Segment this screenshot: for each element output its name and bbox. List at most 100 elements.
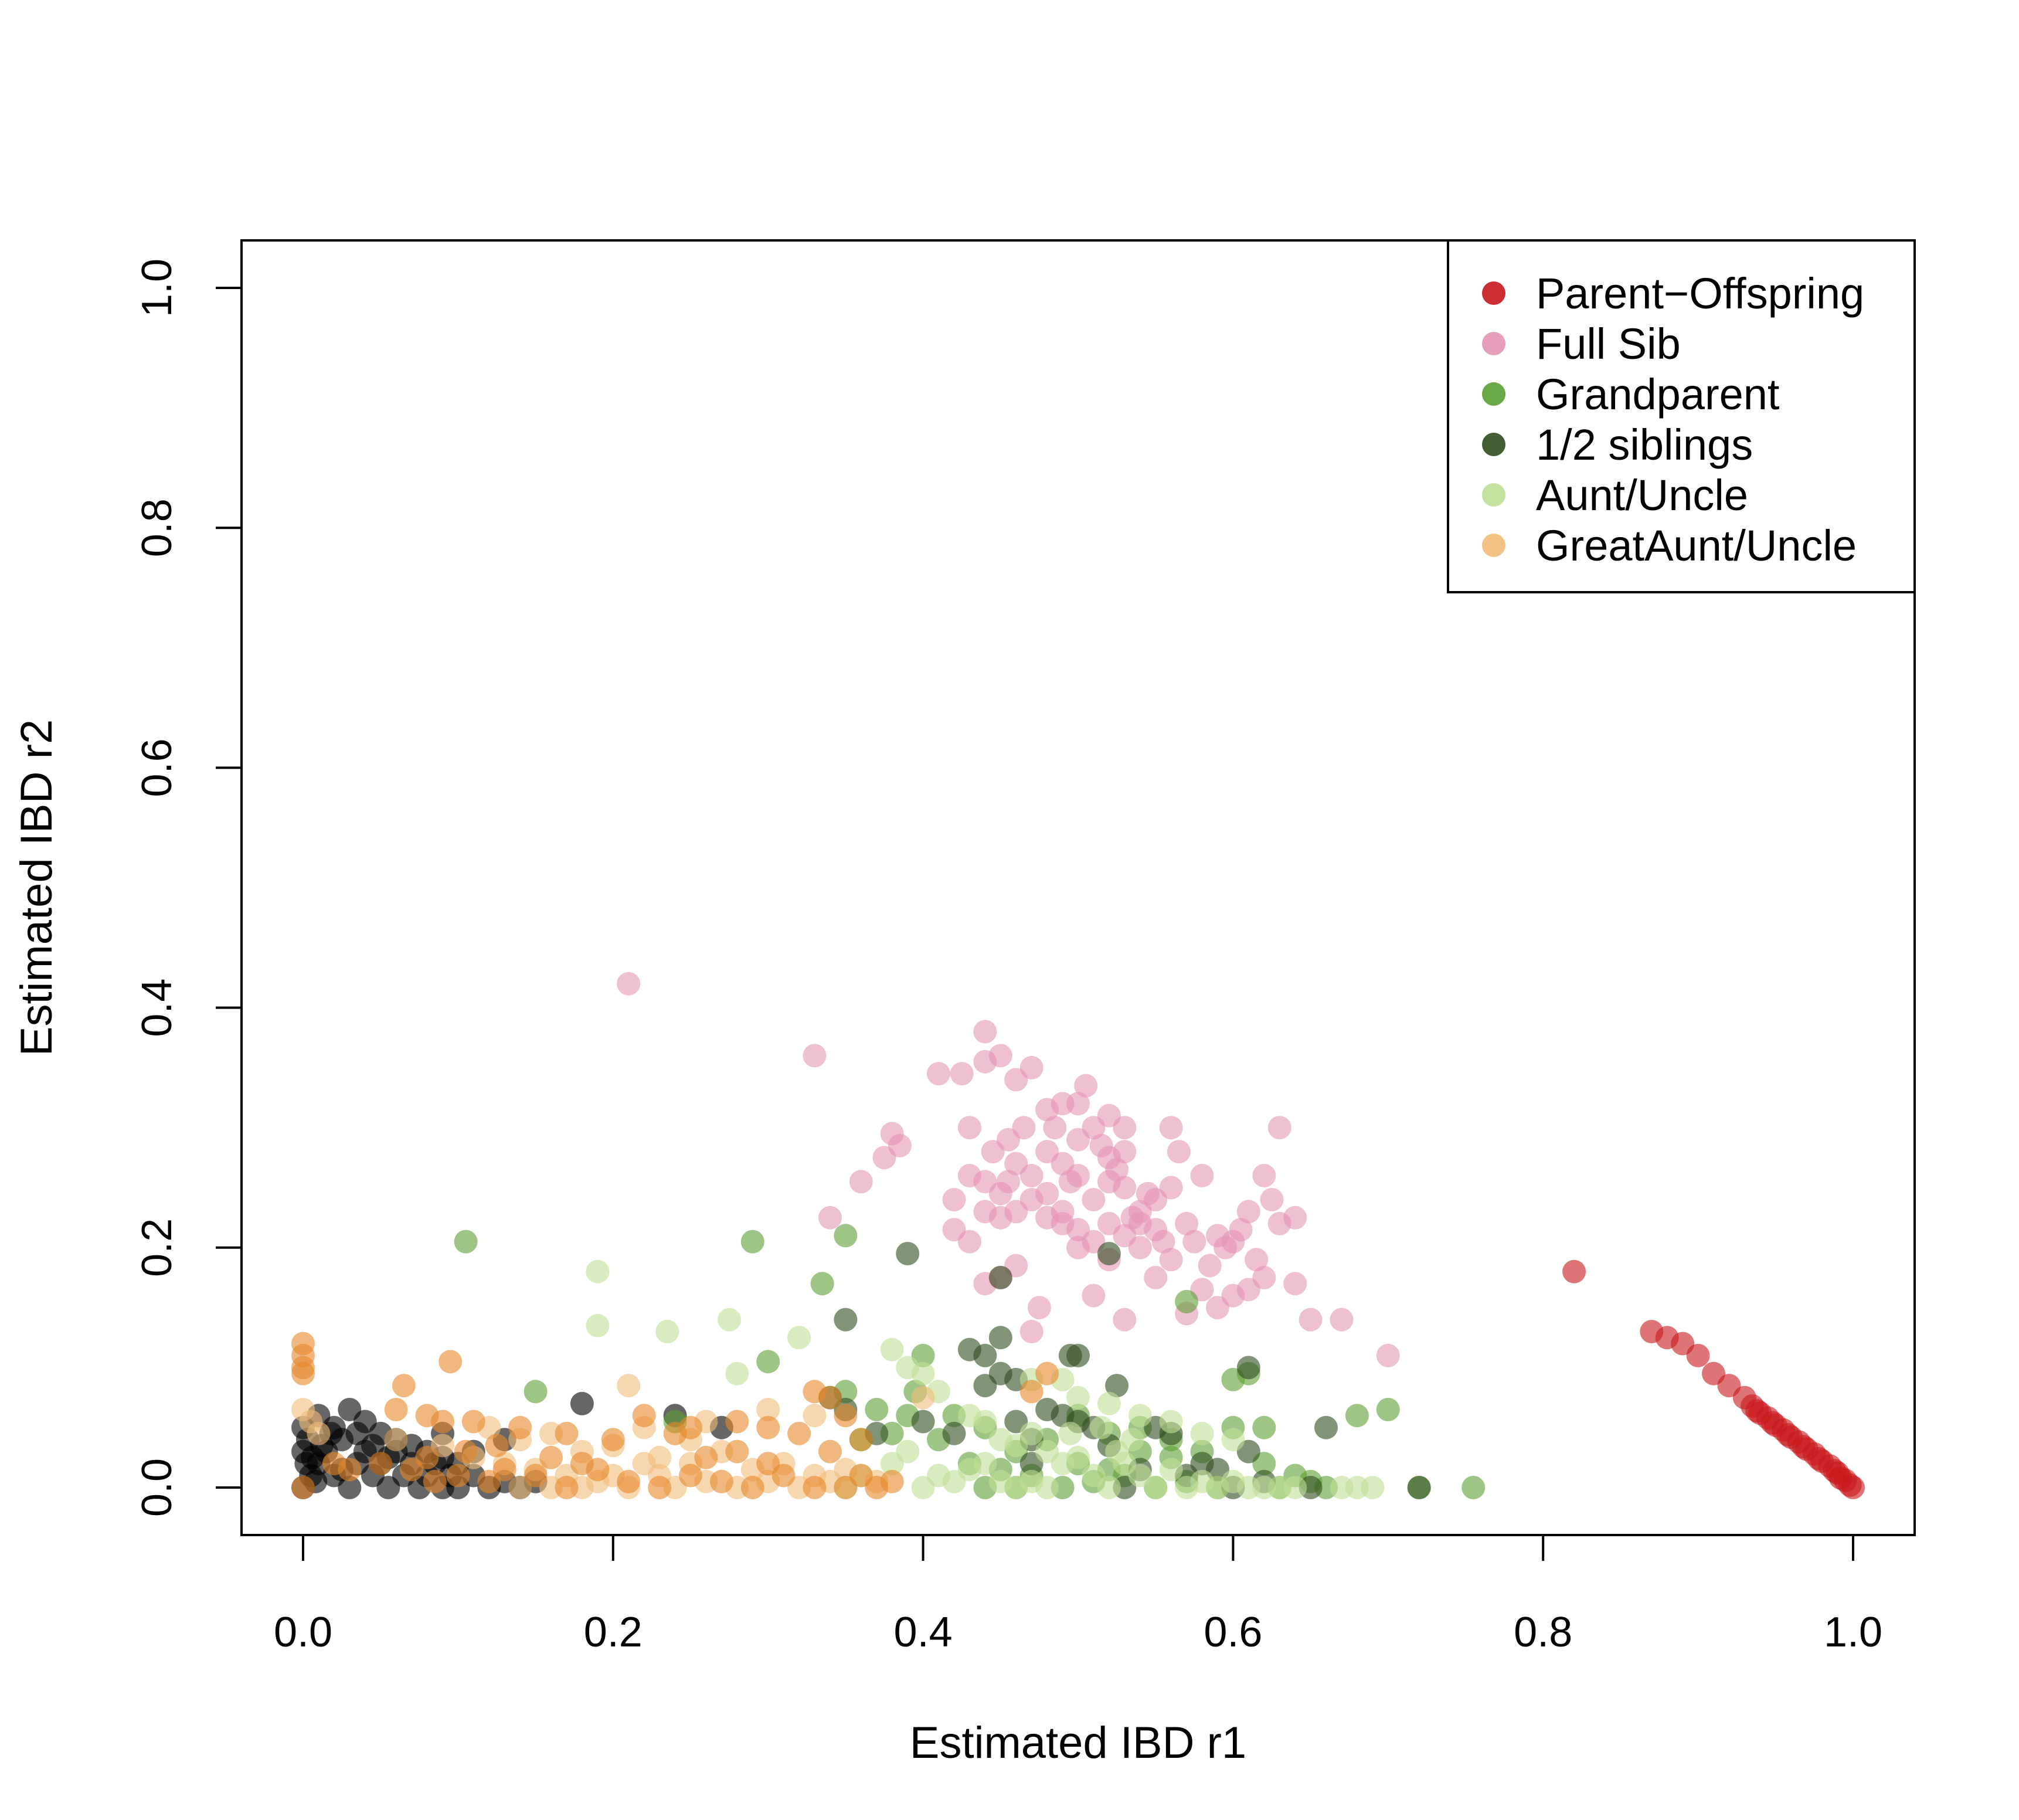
data-point (454, 1439, 478, 1464)
data-point (1113, 1224, 1137, 1248)
data-point (865, 1398, 889, 1421)
y-tick-label: 0.0 (134, 1458, 181, 1517)
data-point (1105, 1157, 1129, 1181)
x-tick-label: 0.0 (274, 1609, 332, 1656)
data-point (880, 1469, 904, 1493)
data-point (1376, 1398, 1400, 1421)
legend-marker (1482, 534, 1505, 557)
legend-label: Grandparent (1536, 370, 1780, 419)
data-point (586, 1259, 610, 1283)
y-tick-label: 0.2 (134, 1218, 181, 1277)
data-point (718, 1308, 742, 1332)
y-tick-label: 0.4 (134, 979, 181, 1037)
data-point (1043, 1116, 1067, 1140)
data-point (1159, 1410, 1183, 1434)
data-point (1051, 1152, 1075, 1176)
data-point (787, 1326, 811, 1350)
data-point (446, 1464, 470, 1488)
data-point (454, 1230, 478, 1254)
data-point (1229, 1218, 1253, 1242)
legend-label: Aunt/Uncle (1536, 471, 1748, 519)
data-point (1376, 1343, 1400, 1367)
data-point (508, 1415, 532, 1439)
data-point (950, 1062, 974, 1086)
data-point (1128, 1404, 1152, 1428)
data-point (539, 1445, 563, 1469)
data-point (291, 1361, 315, 1386)
series-5 (586, 1259, 1385, 1499)
legend-label: 1/2 siblings (1536, 420, 1753, 469)
data-point (1066, 1128, 1090, 1152)
data-point (911, 1361, 935, 1386)
data-point (1082, 1283, 1106, 1308)
data-points (291, 972, 1865, 1499)
data-point (803, 1476, 827, 1499)
data-point (997, 1170, 1020, 1194)
data-point (1407, 1476, 1431, 1499)
data-point (1361, 1476, 1385, 1499)
data-point (1299, 1308, 1323, 1332)
legend-marker (1482, 433, 1505, 456)
legend-item: 1/2 siblings (1482, 420, 1753, 469)
data-point (1260, 1188, 1284, 1211)
data-point (1097, 1476, 1121, 1499)
data-point (973, 1050, 997, 1074)
legend-marker (1482, 382, 1505, 406)
data-point (1182, 1230, 1206, 1254)
data-point (896, 1439, 920, 1464)
data-point (1019, 1188, 1044, 1211)
data-point (888, 1133, 912, 1157)
data-point (679, 1464, 702, 1488)
data-point (1159, 1458, 1183, 1482)
data-point (1221, 1428, 1245, 1452)
data-point (1175, 1211, 1199, 1235)
data-point (756, 1415, 780, 1439)
data-point (1058, 1421, 1082, 1445)
data-point (1159, 1116, 1183, 1140)
data-point (1686, 1343, 1710, 1367)
data-point (1144, 1476, 1168, 1499)
data-point (1097, 1242, 1121, 1265)
data-point (709, 1469, 733, 1493)
data-point (973, 1343, 997, 1367)
data-point (1167, 1140, 1191, 1164)
data-point (1159, 1176, 1183, 1200)
data-point (880, 1337, 904, 1361)
data-point (1105, 1374, 1129, 1398)
x-tick-label: 0.4 (894, 1609, 953, 1656)
data-point (1012, 1116, 1036, 1140)
y-axis-label: Estimated IBD r2 (12, 719, 62, 1056)
legend-item: Parent−Offspring (1482, 269, 1864, 318)
data-point (1066, 1092, 1090, 1116)
data-point (942, 1421, 966, 1445)
data-point (1144, 1265, 1168, 1289)
legend-box (1447, 239, 1916, 593)
data-point (973, 1452, 997, 1476)
data-point (1252, 1415, 1276, 1439)
data-point (988, 1326, 1012, 1350)
data-point (1252, 1265, 1276, 1289)
data-point (461, 1410, 485, 1434)
series-1 (1562, 1259, 1865, 1499)
data-point (1236, 1356, 1260, 1380)
data-point (1004, 1152, 1028, 1176)
data-point (1314, 1415, 1338, 1439)
data-point (1252, 1164, 1276, 1187)
data-point (849, 1170, 873, 1194)
data-point (1283, 1476, 1307, 1499)
data-point (973, 1200, 997, 1224)
data-point (973, 1410, 997, 1434)
legend-item: Grandparent (1482, 370, 1780, 419)
data-point (1113, 1308, 1137, 1332)
data-point (803, 1044, 827, 1068)
x-tick-label: 0.2 (584, 1609, 643, 1656)
data-point (524, 1380, 548, 1404)
data-point (834, 1224, 858, 1248)
data-point (810, 1272, 834, 1296)
data-point (1214, 1235, 1238, 1259)
data-point (1019, 1421, 1044, 1445)
x-axis: 0.0 0.2 0.4 0.6 0.8 1.0 (274, 1534, 1882, 1656)
data-point (1089, 1133, 1113, 1157)
data-point (632, 1404, 656, 1428)
